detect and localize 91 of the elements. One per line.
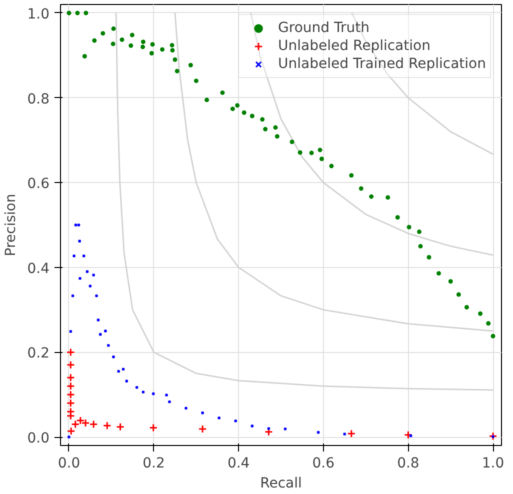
point xyxy=(406,224,412,230)
point xyxy=(404,430,412,440)
point xyxy=(66,412,75,420)
point xyxy=(66,360,75,370)
point xyxy=(130,32,134,38)
point xyxy=(120,37,124,42)
point xyxy=(149,51,154,56)
point xyxy=(204,98,210,102)
point xyxy=(298,150,302,155)
legend-label: Unlabeled Trained Replication xyxy=(278,56,486,72)
point xyxy=(66,10,72,16)
x-tick-label: 1.0 xyxy=(482,456,504,472)
point xyxy=(490,334,496,338)
point xyxy=(66,373,75,382)
x-axis-title: Recall xyxy=(260,476,302,492)
point xyxy=(290,140,294,144)
point xyxy=(395,215,400,220)
legend-label: Ground Truth xyxy=(278,20,370,36)
point xyxy=(426,254,432,260)
legend-label: Unlabeled Replication xyxy=(278,38,430,54)
point xyxy=(369,194,374,199)
point xyxy=(150,42,155,47)
y-tick-label: 0.4 xyxy=(27,260,50,277)
point xyxy=(82,54,87,58)
line-series xyxy=(174,12,494,332)
point xyxy=(386,195,390,200)
point xyxy=(174,68,180,74)
point xyxy=(318,148,322,152)
point xyxy=(160,47,165,52)
line-series xyxy=(250,12,494,256)
point xyxy=(116,422,125,432)
point xyxy=(170,48,175,53)
point xyxy=(102,421,112,430)
point xyxy=(172,57,178,62)
point xyxy=(170,42,174,48)
point xyxy=(198,424,207,434)
point xyxy=(140,40,146,44)
point xyxy=(329,164,334,168)
point xyxy=(274,134,280,139)
point xyxy=(66,398,75,408)
point xyxy=(408,434,413,438)
point xyxy=(230,106,235,112)
point xyxy=(456,292,461,297)
point xyxy=(110,42,116,46)
point xyxy=(347,429,356,438)
point xyxy=(260,117,265,122)
point xyxy=(220,90,225,95)
x-tick-label: 0.0 xyxy=(58,456,80,472)
point xyxy=(149,423,158,432)
point xyxy=(128,43,134,48)
y-tick-label: 0.6 xyxy=(27,176,50,192)
point xyxy=(66,348,75,356)
point xyxy=(140,44,146,50)
y-axis-title: Precision xyxy=(3,194,20,256)
x-tick-label: 0.4 xyxy=(227,456,250,472)
point xyxy=(100,31,106,36)
y-tick-label: 1.0 xyxy=(27,6,50,22)
line-series xyxy=(115,12,494,391)
point xyxy=(273,125,278,130)
point xyxy=(235,103,240,108)
point xyxy=(319,156,324,162)
point xyxy=(448,279,453,284)
y-tick-label: 0.2 xyxy=(27,346,50,362)
x-tick-label: 0.8 xyxy=(397,456,420,472)
point xyxy=(81,418,90,428)
point xyxy=(464,305,469,310)
y-tick-label: 0.0 xyxy=(27,430,50,447)
point xyxy=(92,38,97,43)
point xyxy=(486,321,491,326)
point xyxy=(488,432,498,440)
point xyxy=(66,390,75,399)
point xyxy=(416,230,422,234)
x-tick-label: 0.2 xyxy=(142,456,165,472)
point xyxy=(349,173,354,178)
point xyxy=(188,62,193,68)
point xyxy=(111,26,116,31)
x-tick-label: 0.6 xyxy=(312,456,335,472)
point xyxy=(194,78,198,84)
point xyxy=(263,126,268,132)
point xyxy=(66,382,75,390)
point xyxy=(242,110,246,115)
y-tick-label: 0.8 xyxy=(27,91,50,108)
point xyxy=(436,271,441,276)
point xyxy=(89,420,98,429)
point xyxy=(250,114,254,118)
point xyxy=(75,10,80,16)
point xyxy=(478,311,483,316)
point xyxy=(358,186,364,191)
point xyxy=(309,150,314,156)
point xyxy=(84,10,88,16)
point xyxy=(418,244,423,248)
